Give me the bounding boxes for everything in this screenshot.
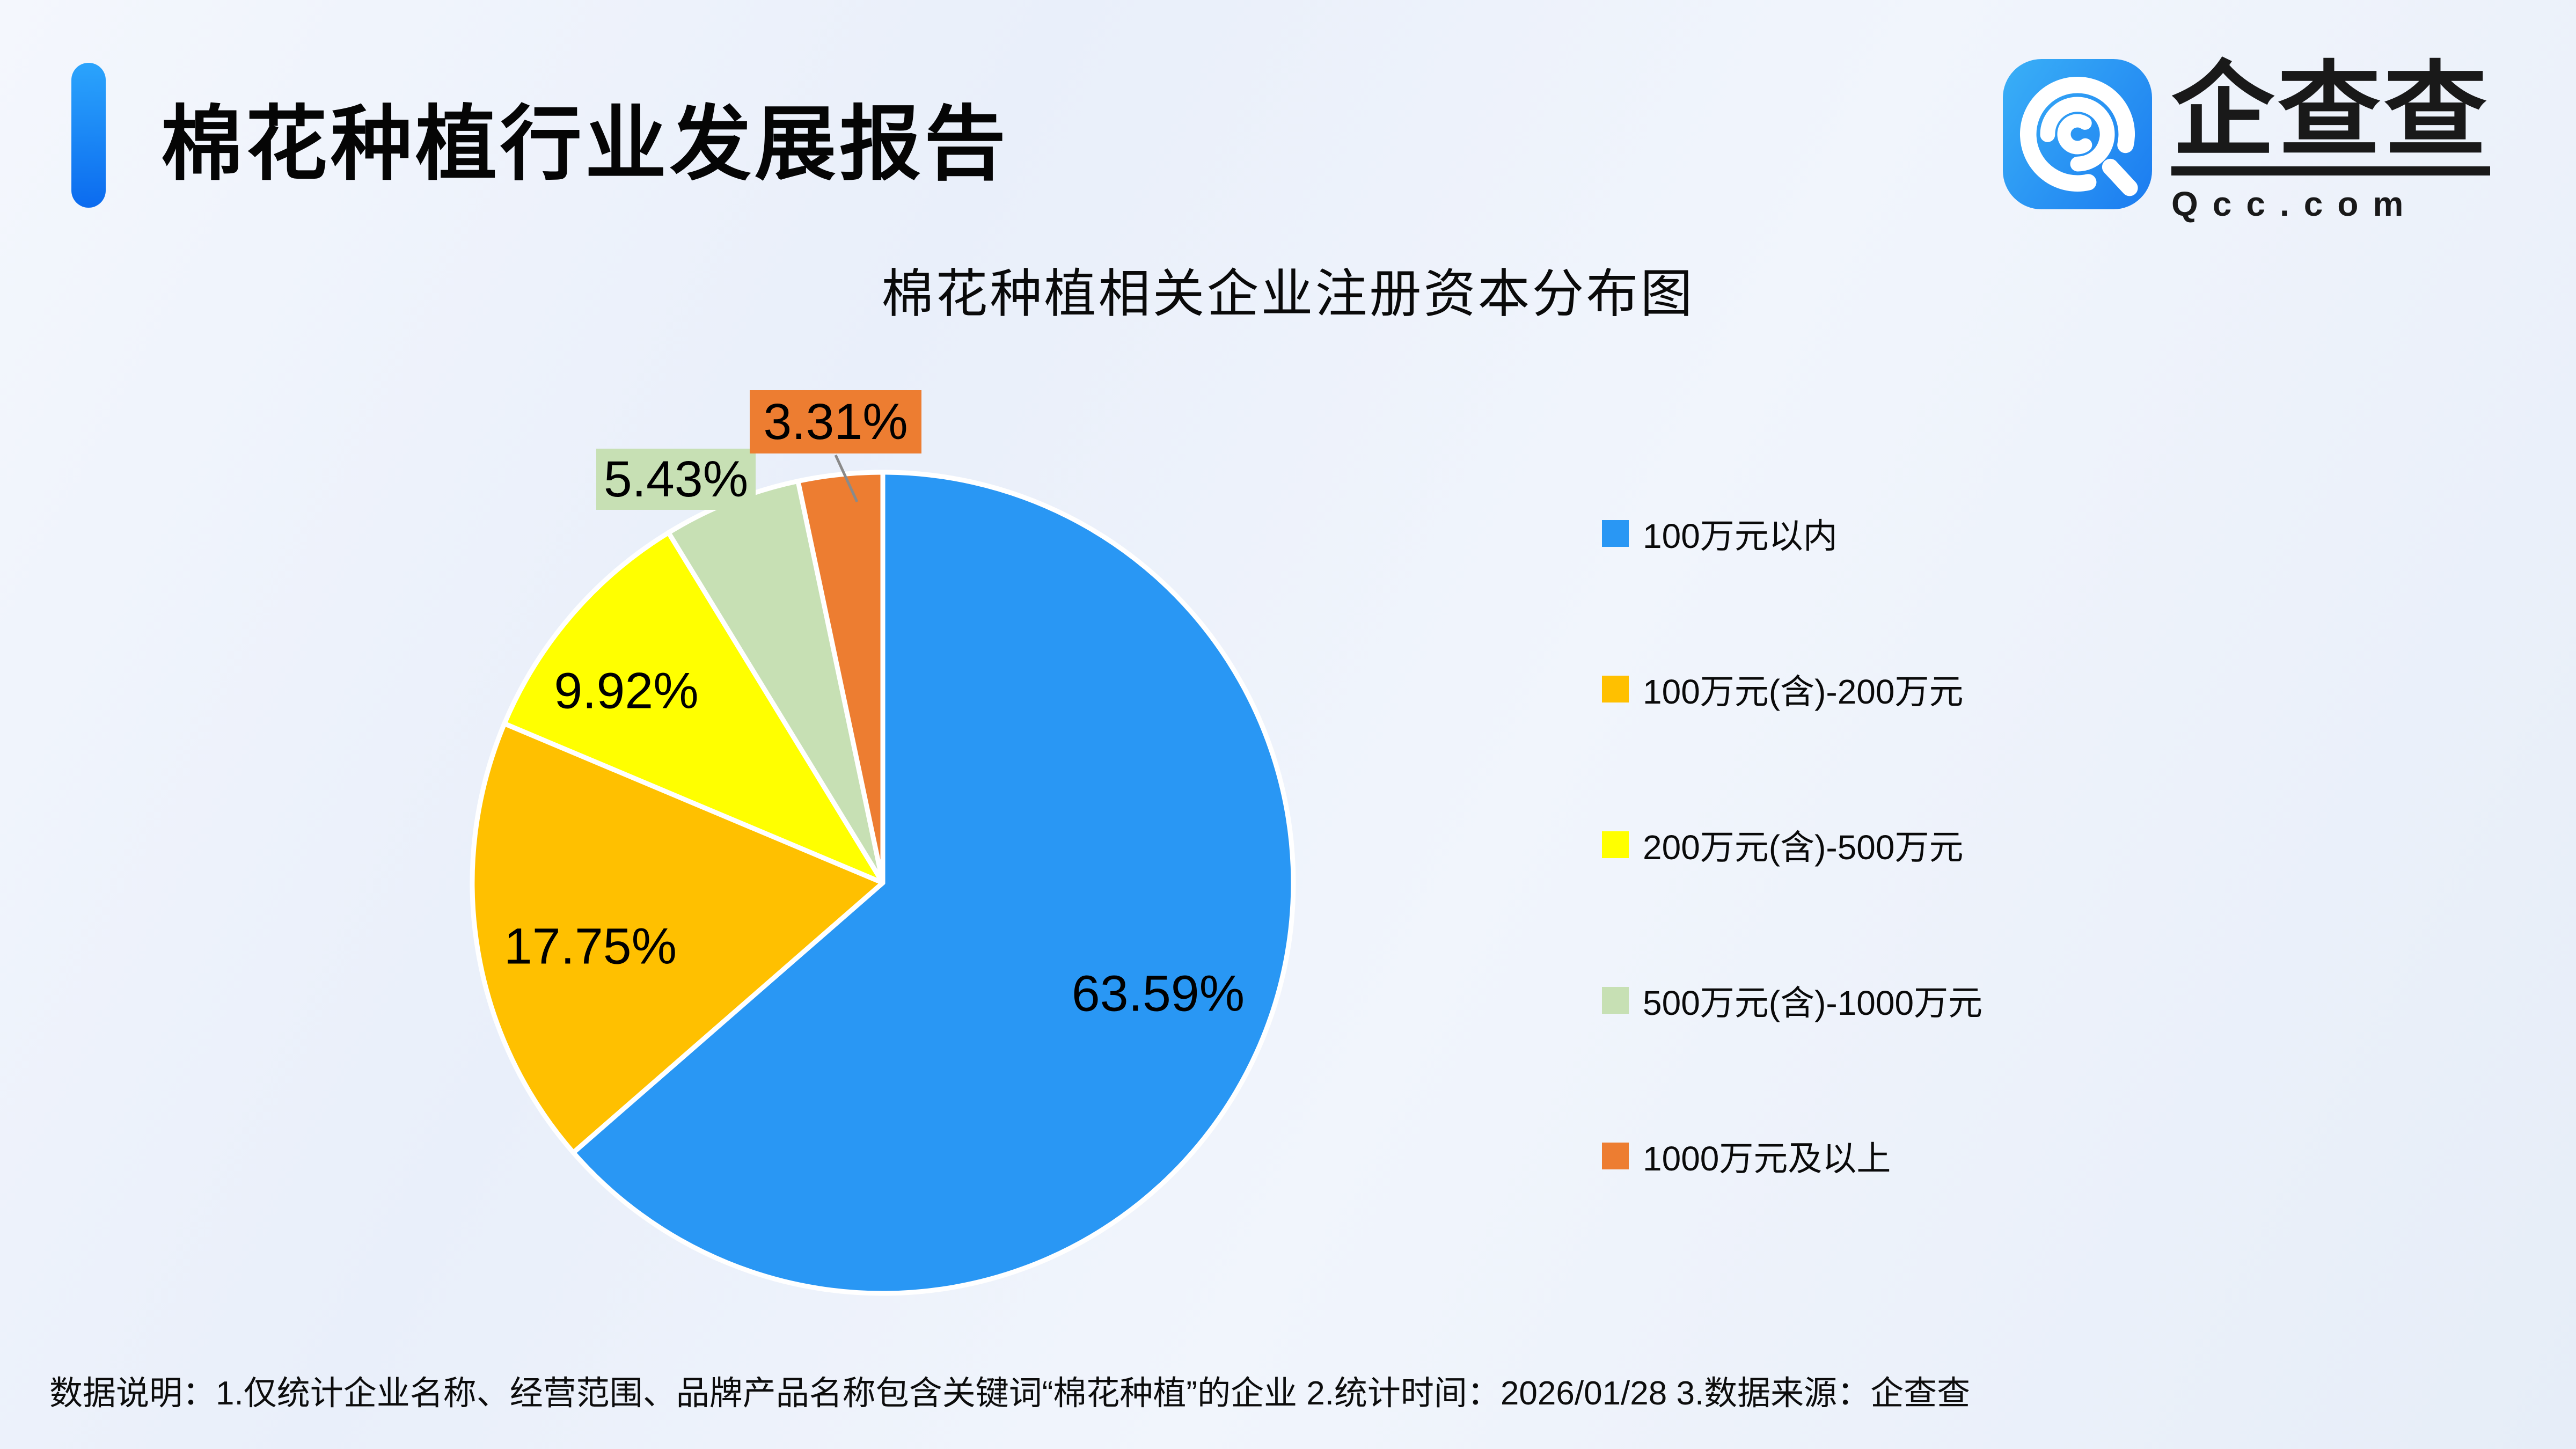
pie-slice-2 [470,721,885,1155]
legend-label: 500万元(含)-1000万元 [1643,984,1983,1022]
legend-swatch-green [1602,987,1629,1014]
report-title: 棉花种植行业发展报告 [161,99,1009,190]
legend-item-5: 1000万元及以上 [1602,1135,1891,1178]
qcc-logo-brand: 企查查 [2171,59,2490,175]
title-accent-bar [71,63,106,208]
legend-item-4: 500万元(含)-1000万元 [1602,979,1982,1022]
qcc-logo-icon [2003,59,2152,209]
chart-title: 棉花种植相关企业注册资本分布图 [881,265,1695,323]
legend-swatch-amber [1602,676,1629,702]
legend-swatch-yellow [1602,831,1629,858]
pie-slice-5 [795,470,885,885]
pie-label-yellow: 9.92% [554,662,699,720]
pie-label-blue: 63.59% [1071,965,1245,1022]
legend-swatch-orange [1602,1143,1629,1169]
qcc-logo: 企查查 Qcc.com [2003,59,2490,224]
pie-slice-3 [502,530,885,885]
legend-item-3: 200万元(含)-500万元 [1602,823,1964,867]
pie-slice-1 [570,470,1296,1296]
legend-label: 1000万元及以上 [1643,1139,1891,1178]
legend-swatch-blue [1602,520,1629,547]
callout-leader-line [834,454,859,503]
legend-item-1: 100万元以内 [1602,512,1838,555]
qcc-logo-text: 企查查 Qcc.com [2171,59,2490,224]
footnote: 数据说明：1.仅统计企业名称、经营范围、品牌产品名称包含关键词“棉花种植”的企业… [49,1375,1971,1412]
legend-item-2: 100万元(含)-200万元 [1602,668,1964,711]
pie-callout-orange: 3.31% [750,390,921,453]
legend-label: 100万元(含)-200万元 [1643,672,1964,711]
pie-label-amber: 17.75% [503,918,677,975]
pie-callout-green: 5.43% [596,449,756,510]
pie-slices [470,470,1296,1296]
legend-label: 100万元以内 [1643,517,1838,555]
legend-label: 200万元(含)-500万元 [1643,828,1964,867]
qcc-logo-domain: Qcc.com [2171,185,2418,223]
